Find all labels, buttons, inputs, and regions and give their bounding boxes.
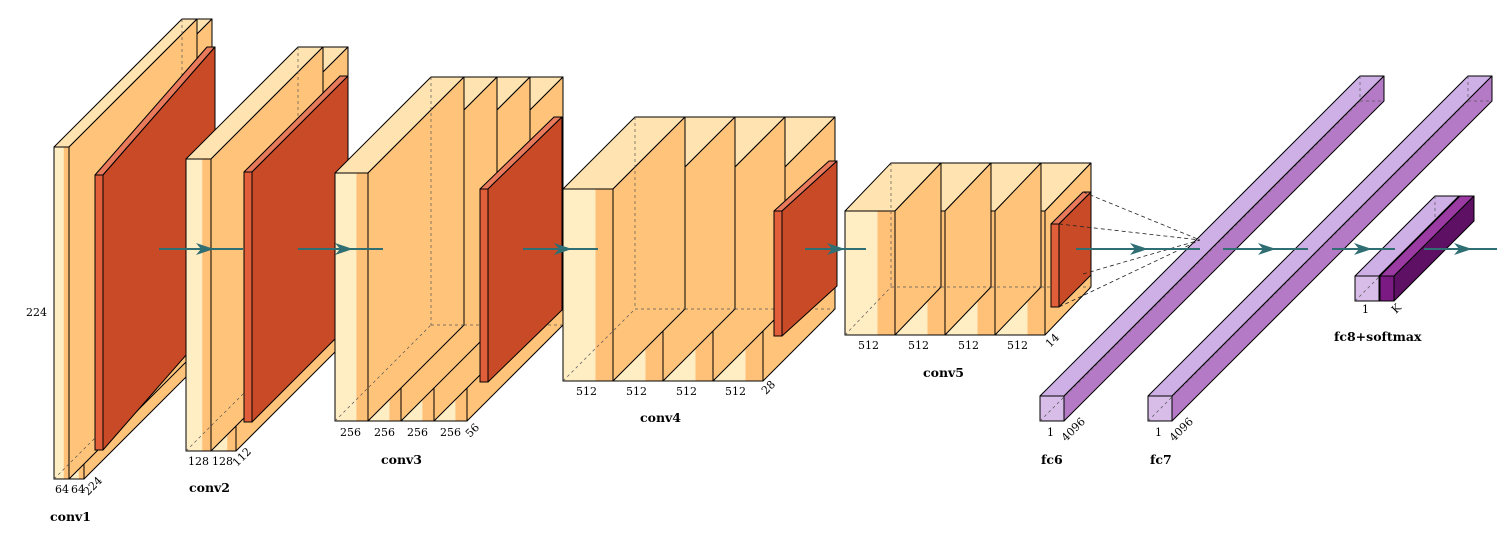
projection-line (1082, 191, 1201, 241)
fc8-caption: fc8+softmax (1334, 329, 1422, 344)
projection-line (1058, 223, 1201, 241)
conv3-conv-slab (334, 76, 465, 422)
fc-projection-lines (1058, 191, 1201, 308)
conv4-caption: conv4 (640, 410, 681, 425)
conv2-caption: conv2 (189, 480, 230, 495)
flow-arrow (159, 243, 243, 255)
flow-arrow (805, 243, 866, 255)
projection-line (1082, 239, 1201, 275)
conv3-caption: conv3 (381, 452, 422, 467)
conv4-channel-label: 512 (676, 385, 697, 398)
conv5-channel-label: 512 (958, 339, 979, 352)
flow-arrows (159, 243, 1497, 255)
flow-arrow (1424, 243, 1497, 255)
conv5-conv-slab (844, 162, 942, 336)
fc6-caption: fc6 (1041, 452, 1063, 467)
fc7-caption: fc7 (1150, 452, 1172, 467)
conv4-channel-label: 512 (725, 385, 746, 398)
flow-arrow (1332, 243, 1395, 255)
conv3-channel-label: 256 (374, 426, 395, 439)
conv3-depth-label: 56 (463, 421, 482, 440)
conv1-caption: conv1 (50, 509, 91, 524)
conv2-channel-label: 128 (212, 455, 233, 468)
conv5-caption: conv5 (923, 365, 964, 380)
flow-arrow (1223, 243, 1308, 255)
conv4-conv-slab (562, 116, 686, 382)
conv5-channel-label: 512 (908, 339, 929, 352)
layer-boxes (53, 18, 1493, 480)
conv5-channel-label: 512 (1007, 339, 1028, 352)
fc6-width-label: 1 (1047, 426, 1054, 439)
conv5-channel-label: 512 (858, 339, 879, 352)
conv5-pool-slab (1050, 191, 1092, 308)
flow-arrow (1076, 243, 1200, 255)
conv1-height-label: 224 (26, 306, 47, 319)
conv3-channel-label: 256 (340, 426, 361, 439)
projection-line (1058, 239, 1201, 308)
conv3-channel-label: 256 (440, 426, 461, 439)
conv2-channel-label: 128 (188, 455, 209, 468)
conv3-channel-label: 256 (407, 426, 428, 439)
conv4-channel-label: 512 (626, 385, 647, 398)
flow-arrow (298, 243, 383, 255)
fc8-depth-label: K (1389, 301, 1405, 317)
flow-arrow (523, 243, 598, 255)
conv1-channel-label: 64 (71, 483, 85, 496)
conv1-channel-label: 64 (55, 483, 69, 496)
layer-labels: 224 64 64 224 conv1 128 128 112 conv2 25… (26, 301, 1422, 524)
fc8-width-label: 1 (1362, 303, 1369, 316)
fc7-width-label: 1 (1155, 426, 1162, 439)
conv4-channel-label: 512 (576, 385, 597, 398)
